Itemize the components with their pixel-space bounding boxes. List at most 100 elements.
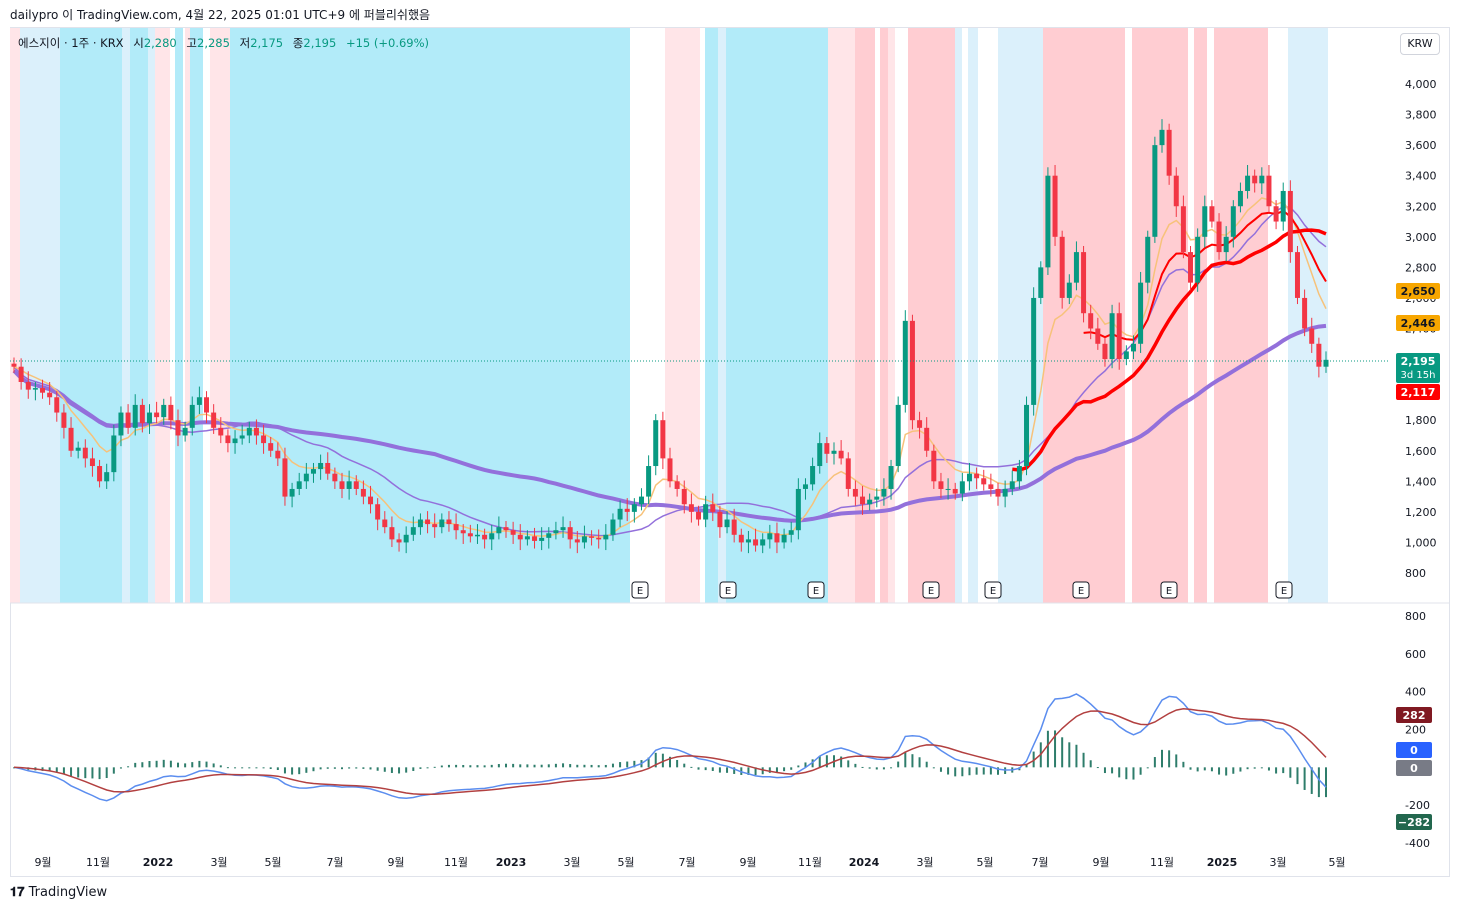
candle-body (532, 536, 538, 541)
candle-body (638, 496, 644, 505)
macd-histogram-bar (98, 767, 101, 780)
macd-histogram-bar (383, 767, 386, 772)
time-tick-label: 2023 (496, 856, 527, 869)
candle-body (261, 435, 267, 444)
macd-histogram-bar (255, 767, 258, 769)
tradingview-logo[interactable]: 𝟏𝟕 TradingView (10, 885, 107, 900)
macd-histogram-bar (269, 767, 272, 770)
macd-tick-label: -400 (1405, 837, 1430, 850)
macd-histogram-bar (91, 767, 94, 779)
candle-body (1173, 175, 1179, 207)
candle-body (831, 450, 837, 454)
candle-body (496, 527, 502, 534)
open-label: 시 (133, 36, 144, 50)
bg-band (190, 28, 203, 603)
candle-body (289, 488, 295, 497)
price-tick-label: 2,800 (1405, 261, 1437, 274)
macd-histogram-bar (184, 763, 187, 768)
macd-histogram-bar (676, 759, 679, 768)
candle-body (303, 473, 309, 482)
high-label: 고 (186, 36, 197, 50)
candle-body (1016, 466, 1022, 482)
earnings-marker-label: E (1281, 586, 1287, 597)
time-tick-label: 7월 (1031, 856, 1048, 869)
candle-body (111, 435, 117, 473)
earnings-marker-icon (1275, 581, 1293, 599)
macd-histogram-bar (1189, 767, 1192, 770)
macd-histogram-bar (241, 767, 244, 769)
candle-body (881, 488, 887, 497)
candle-body (1245, 175, 1251, 191)
macd-histogram-bar (1253, 767, 1256, 769)
price-tick-label: 1,000 (1405, 536, 1437, 549)
candle-body (660, 420, 666, 459)
macd-histogram-bar (362, 767, 365, 769)
bg-band (175, 28, 183, 603)
macd-histogram-bar (882, 767, 885, 770)
macd-histogram-bar (1118, 767, 1121, 778)
time-tick-label: 2025 (1207, 856, 1238, 869)
candle-body (1002, 488, 1008, 497)
macd-histogram-bar (62, 767, 65, 775)
candle-body (32, 388, 38, 390)
macd-histogram-bar (533, 764, 536, 768)
candle-body (1038, 267, 1044, 298)
macd-histogram-bar (405, 767, 408, 773)
candle-body (517, 534, 523, 540)
candle-body (396, 539, 402, 543)
candle-body (710, 504, 716, 512)
candle-body (988, 484, 994, 489)
currency-button[interactable]: KRW (1400, 33, 1440, 55)
macd-histogram-bar (505, 763, 507, 768)
candle-body (959, 481, 965, 494)
high-value: 2,285 (197, 36, 230, 50)
candle-body (161, 404, 167, 418)
candle-body (1059, 236, 1065, 298)
candle-body (1145, 236, 1151, 283)
candle-body (503, 527, 509, 531)
macd-histogram-bar (326, 767, 329, 769)
candle-body (439, 519, 445, 528)
price-tick-label: 1,800 (1405, 414, 1437, 427)
candle-body (1130, 343, 1136, 352)
time-tick-label: 11월 (798, 856, 822, 869)
macd-histogram-bar (619, 762, 622, 768)
candle-body (1159, 129, 1165, 146)
macd-histogram-bar (1046, 730, 1049, 768)
candle-body (731, 519, 737, 535)
macd-histogram-bar (1146, 767, 1149, 769)
earnings-marker-label: E (928, 586, 934, 597)
price-tick-label: 3,200 (1405, 200, 1437, 213)
macd-histogram-bar (875, 767, 878, 770)
candle-body (724, 519, 730, 528)
low-value: 2,175 (250, 36, 284, 50)
macd-histogram-bar (1325, 767, 1327, 798)
bg-band (968, 28, 978, 603)
candle-body (938, 481, 944, 489)
candle-body (482, 534, 488, 540)
earnings-marker-icon (984, 581, 1002, 599)
macd-tag-label: −282 (1398, 816, 1430, 829)
macd-histogram-bar (305, 767, 308, 773)
time-tick-label: 2024 (849, 856, 880, 869)
macd-histogram-bar (704, 767, 707, 771)
candle-body (924, 427, 930, 451)
candle-body (425, 519, 431, 525)
candle-body (40, 388, 46, 393)
candle-body (1188, 252, 1194, 283)
macd-histogram-bar (1132, 767, 1135, 780)
bg-band (855, 28, 875, 603)
candle-body (61, 412, 67, 428)
earnings-marker-label: E (990, 586, 996, 597)
candle-body (674, 481, 680, 489)
bg-band (955, 28, 962, 603)
candle-body (1316, 343, 1322, 367)
candle-body (11, 363, 17, 367)
candle-body (867, 499, 873, 505)
candle-body (47, 392, 53, 398)
macd-histogram-bar (1075, 744, 1078, 768)
bg-band (880, 28, 888, 603)
time-tick-label: 3월 (1269, 856, 1286, 869)
background-bands (10, 28, 1328, 603)
